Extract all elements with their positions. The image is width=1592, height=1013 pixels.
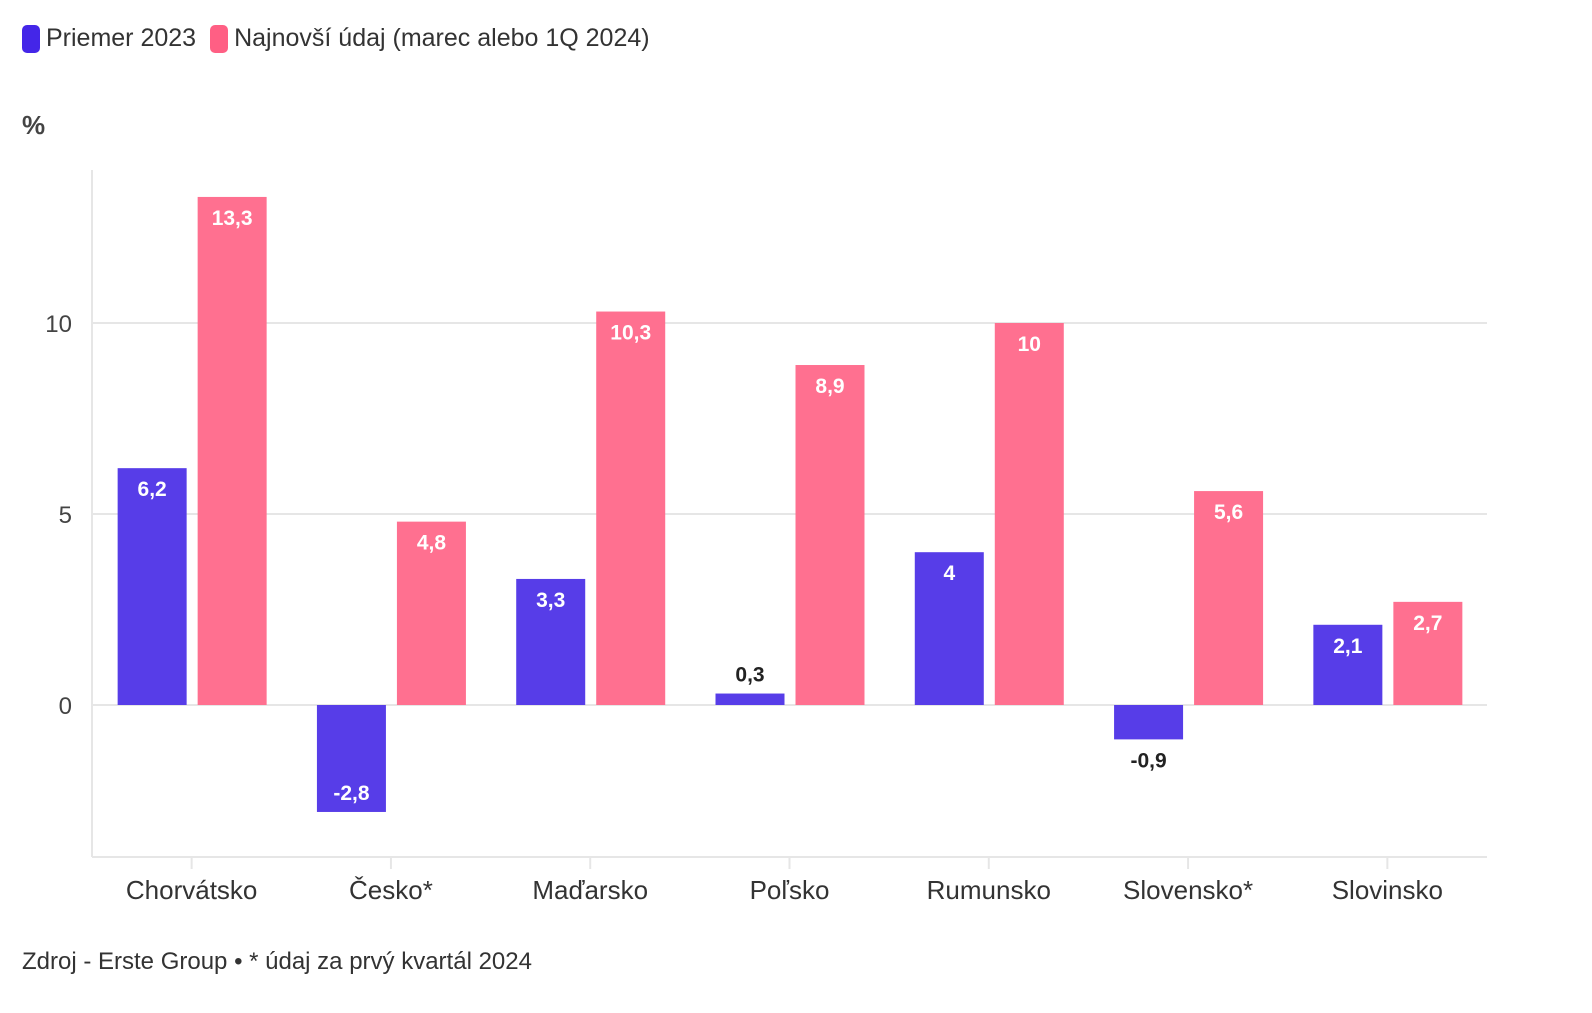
x-tick-label: Poľsko — [750, 875, 830, 905]
data-label: 3,3 — [536, 589, 565, 612]
bar-najnovsi-udaj — [994, 323, 1064, 705]
legend-item-najnovsi-udaj[interactable]: Najnovší údaj (marec alebo 1Q 2024) — [210, 24, 650, 53]
bar-najnovsi-udaj — [396, 521, 466, 705]
source-note: Zdroj - Erste Group • * údaj za prvý kva… — [22, 948, 532, 975]
bar-priemer-2023 — [914, 552, 984, 705]
x-tick-label: Česko* — [349, 875, 433, 905]
bar-priemer-2023 — [516, 578, 586, 705]
data-label: 2,7 — [1413, 612, 1442, 635]
x-tick-label: Maďarsko — [532, 875, 648, 905]
x-tick-label: Chorvátsko — [126, 875, 258, 905]
legend-label: Najnovší údaj (marec alebo 1Q 2024) — [234, 24, 650, 52]
legend: Priemer 2023 Najnovší údaj (marec alebo … — [22, 24, 650, 53]
data-label: 13,3 — [212, 207, 253, 230]
bar-najnovsi-udaj — [1393, 601, 1463, 705]
bar-najnovsi-udaj — [197, 196, 267, 705]
data-label: 10,3 — [610, 322, 651, 345]
legend-label: Priemer 2023 — [46, 24, 197, 52]
bar-priemer-2023 — [1114, 705, 1184, 740]
data-label: 5,6 — [1214, 501, 1243, 524]
bar-najnovsi-udaj — [596, 311, 666, 705]
data-label: 8,9 — [815, 375, 844, 398]
bar-najnovsi-udaj — [795, 365, 865, 705]
data-label: -2,8 — [333, 782, 370, 805]
data-label: 0,3 — [735, 664, 764, 687]
y-tick-label: 5 — [59, 502, 72, 529]
y-tick-label: 10 — [45, 311, 72, 338]
data-label: -0,9 — [1130, 749, 1166, 772]
data-label: 2,1 — [1333, 635, 1363, 658]
x-tick-label: Rumunsko — [927, 875, 1051, 905]
bar-najnovsi-udaj — [1194, 491, 1264, 705]
data-label: 10 — [1018, 333, 1041, 356]
bar-priemer-2023 — [316, 705, 386, 812]
y-tick-label: 0 — [59, 693, 72, 720]
data-label: 4 — [943, 562, 955, 585]
bar-priemer-2023 — [1313, 624, 1383, 705]
legend-item-priemer-2023[interactable]: Priemer 2023 — [22, 24, 196, 53]
y-axis-unit: % — [22, 110, 46, 140]
bar-priemer-2023 — [715, 693, 785, 705]
data-label: 6,2 — [138, 478, 167, 501]
x-tick-label: Slovensko* — [1123, 875, 1253, 905]
bar-priemer-2023 — [117, 468, 187, 705]
x-tick-label: Slovinsko — [1332, 875, 1443, 905]
legend-swatch-pink — [210, 24, 229, 53]
legend-swatch-blue — [22, 24, 40, 53]
data-label: 4,8 — [417, 532, 447, 555]
